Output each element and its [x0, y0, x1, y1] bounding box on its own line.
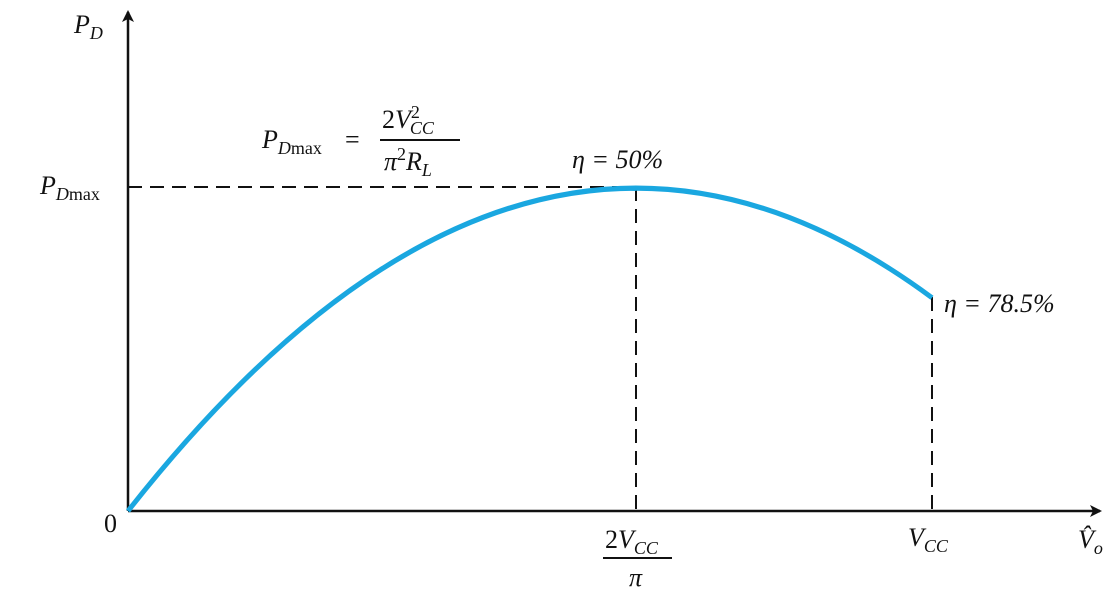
superscript: 2 — [411, 102, 420, 122]
subscript-tail: max — [291, 138, 322, 158]
symbol: R — [405, 147, 422, 176]
x-marker: VCC — [908, 523, 949, 556]
annotation: η = 78.5% — [944, 289, 1055, 318]
symbol: V̂ — [1078, 525, 1097, 554]
superscript: 2 — [397, 144, 406, 164]
subscript-tail: max — [69, 184, 100, 204]
pd-curve — [126, 185, 934, 513]
symbol: V — [395, 105, 414, 134]
denominator: π2RL — [384, 144, 432, 180]
subscript: o — [1094, 538, 1103, 558]
formula: PDmax = 2V2 CC π2RL — [261, 102, 460, 180]
subscript: D — [55, 184, 69, 204]
x-marker: 2VCC π — [603, 525, 672, 592]
subscript: L — [421, 160, 432, 180]
symbol: P — [73, 10, 90, 39]
formula-lhs: PDmax — [261, 125, 322, 158]
symbol: V — [618, 525, 637, 554]
numerator: 2VCC — [605, 525, 659, 558]
subscript: D — [277, 138, 291, 158]
coefficient: 2 — [605, 525, 618, 554]
subscript: CC — [410, 118, 435, 138]
equals: = — [345, 125, 360, 154]
numerator: 2V2 CC — [382, 102, 435, 138]
symbol: P — [261, 125, 278, 154]
subscript: CC — [924, 536, 949, 556]
denominator: π — [629, 563, 643, 592]
x-axis-label: V̂o — [1078, 525, 1103, 558]
origin-label: 0 — [104, 509, 117, 538]
subscript: CC — [634, 538, 659, 558]
coefficient: 2 — [382, 105, 395, 134]
symbol: P — [39, 171, 56, 200]
y-marker: PDmax — [39, 171, 100, 204]
y-axis-label: PD — [73, 10, 103, 43]
pi: π — [384, 147, 398, 176]
annotation: η = 50% — [572, 145, 663, 174]
symbol: V — [908, 523, 927, 552]
subscript: D — [89, 23, 103, 43]
